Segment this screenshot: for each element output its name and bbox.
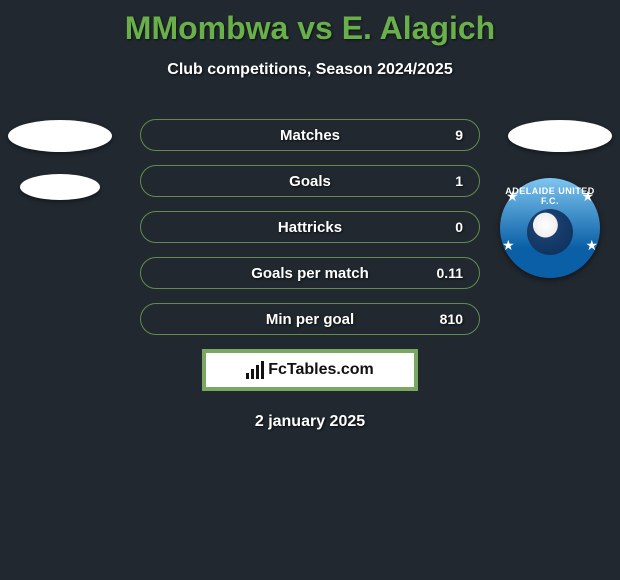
star-icon: ★ (581, 188, 594, 205)
stat-label: Matches (197, 127, 423, 144)
player-left-avatar (8, 120, 112, 200)
stat-right-value: 1 (423, 173, 463, 189)
page-title: MMombwa vs E. Alagich (0, 0, 620, 47)
stat-right-value: 9 (423, 127, 463, 143)
stat-label: Goals per match (197, 265, 423, 282)
stat-label: Hattricks (197, 219, 423, 236)
stat-right-value: 810 (423, 311, 463, 327)
club-badge: ADELAIDE UNITED F.C. ★ ★ ★ ★ (500, 178, 600, 278)
stat-right-value: 0 (423, 219, 463, 235)
attribution-box: FcTables.com (202, 349, 418, 391)
stat-row-hattricks: Hattricks 0 (140, 211, 480, 243)
attribution-text: FcTables.com (268, 361, 374, 379)
placeholder-ellipse (8, 120, 112, 152)
soccer-ball-icon (527, 209, 573, 255)
star-icon: ★ (502, 237, 515, 254)
subtitle: Club competitions, Season 2024/2025 (0, 61, 620, 79)
stat-right-value: 0.11 (423, 265, 463, 281)
star-icon: ★ (506, 188, 519, 205)
stat-label: Min per goal (197, 311, 423, 328)
stat-row-goals: Goals 1 (140, 165, 480, 197)
stats-container: Matches 9 Goals 1 Hattricks 0 Goals per … (140, 119, 480, 335)
stat-label: Goals (197, 173, 423, 190)
placeholder-ellipse (508, 120, 612, 152)
stat-row-matches: Matches 9 (140, 119, 480, 151)
player-right-avatar (508, 120, 612, 174)
stat-row-min-per-goal: Min per goal 810 (140, 303, 480, 335)
placeholder-ellipse (20, 174, 100, 200)
chart-icon (246, 361, 264, 379)
date-text: 2 january 2025 (0, 413, 620, 431)
stat-row-goals-per-match: Goals per match 0.11 (140, 257, 480, 289)
star-icon: ★ (585, 237, 598, 254)
